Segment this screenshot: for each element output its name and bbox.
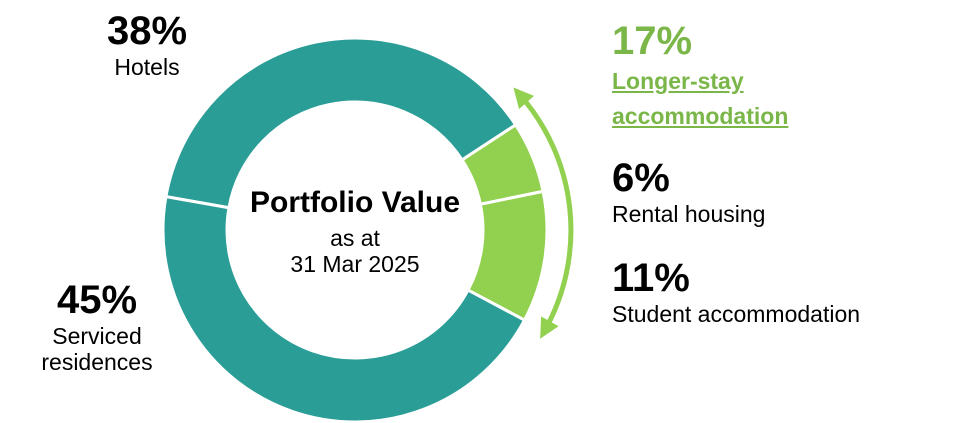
segment-label: 6% Rental housing (612, 155, 912, 227)
value-label: 6% (612, 156, 670, 200)
category-label: Rental housing (612, 201, 766, 227)
group-name: Longer-stay accommodation (612, 68, 789, 129)
group-arrow (513, 87, 574, 339)
donut-segment (164, 36, 518, 210)
group-value-label: 17% (612, 19, 693, 63)
center-subtitle: 31 Mar 2025 (290, 250, 420, 277)
center-title: Portfolio Value (249, 186, 461, 219)
value-label: 11% (612, 256, 690, 300)
category-label: Student accommodation (612, 301, 861, 327)
segment-label: 11% Student accommodation (612, 255, 952, 327)
category-label: Hotels (114, 54, 180, 80)
segment-label: 45% Serviced residences (22, 277, 172, 376)
center-label: Portfolio Value as at 31 Mar 2025 (215, 186, 495, 277)
group-label: 17% Longer-stay accommodation (612, 18, 842, 133)
category-label: Serviced residences (41, 323, 153, 376)
segment-label: 38% Hotels (47, 8, 247, 80)
donut-segment (161, 194, 527, 423)
center-subtitle: as at (330, 224, 380, 251)
value-label: 45% (56, 278, 138, 322)
value-label: 38% (106, 9, 188, 53)
